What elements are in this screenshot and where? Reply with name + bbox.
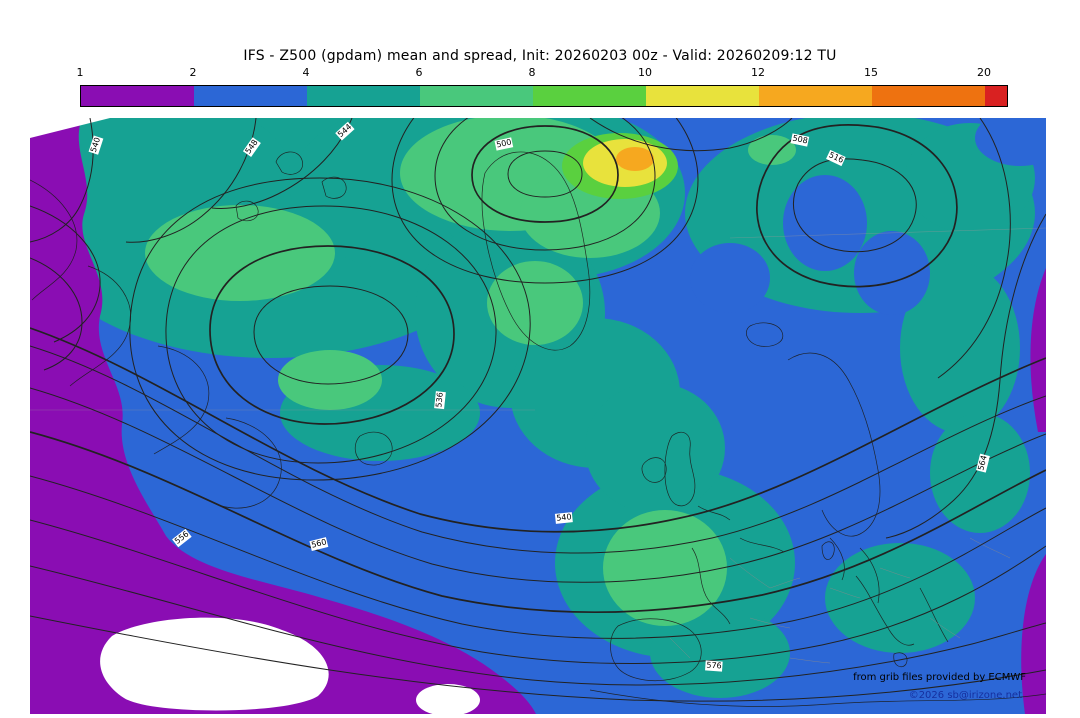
- colorbar-tick: 10: [638, 66, 652, 79]
- map-canvas: from grib files provided by ECMWF ©2026 …: [30, 118, 1046, 714]
- colorbar-segment: [81, 86, 194, 106]
- colorbar-tick: 12: [751, 66, 765, 79]
- colorbar-tick: 4: [302, 66, 310, 79]
- colorbar-segment: [533, 86, 646, 106]
- border-layer: [669, 537, 1011, 664]
- credit-line2: ©2026 sb@irizone.net: [908, 690, 1022, 701]
- spread-shading-layer: [30, 118, 1046, 714]
- contour-label: 536: [434, 390, 446, 410]
- colorbar-tick: 20: [977, 66, 991, 79]
- contour-label: 576: [705, 660, 723, 672]
- page-title: IFS - Z500 (gpdam) mean and spread, Init…: [243, 48, 837, 64]
- colorbar-segment: [194, 86, 307, 106]
- contour-label: 540: [554, 512, 574, 524]
- colorbar-tick: 6: [415, 66, 423, 79]
- colorbar: [80, 85, 1008, 107]
- graticule-layer: [30, 227, 1046, 411]
- credit-line1: from grib files provided by ECMWF: [853, 672, 1026, 683]
- colorbar-overflow-segment: [985, 86, 1007, 106]
- colorbar-segment: [872, 86, 985, 106]
- colorbar-segment: [307, 86, 420, 106]
- weather-map-svg: [30, 118, 1046, 714]
- colorbar-tick: 1: [76, 66, 84, 79]
- height-contour-layer: [30, 118, 1046, 702]
- colorbar-tick: 8: [528, 66, 536, 79]
- colorbar-segment: [420, 86, 533, 106]
- colorbar-segment: [759, 86, 872, 106]
- colorbar-segment: [646, 86, 759, 106]
- colorbar-tick: 2: [189, 66, 197, 79]
- colorbar-tick: 15: [864, 66, 878, 79]
